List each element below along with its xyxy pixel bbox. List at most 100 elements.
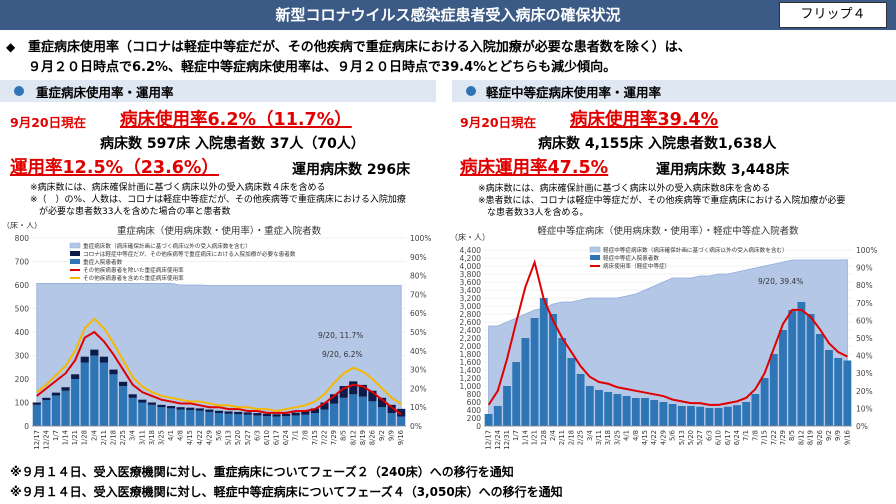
y-tick-label: 4,400 [460, 246, 482, 255]
x-tick-label: 3/4 [129, 430, 137, 441]
y-tick-label: 3,400 [460, 286, 482, 295]
left-section-label: 重症病床使用率・運用率 [36, 85, 174, 100]
x-tick-label: 7/22 [320, 430, 328, 445]
legend-label: コロナは軽症中等症だが、その他疾病等で重症病床における入院加療が必要な患者数 [83, 250, 296, 258]
other-disease-bar [61, 387, 70, 391]
y2-tick-label: 0% [410, 422, 422, 431]
patient-bar [585, 386, 594, 426]
x-tick-label: 4/8 [177, 430, 185, 441]
patient-bar [751, 394, 760, 426]
y2-tick-label: 50% [856, 334, 873, 343]
patient-bar [825, 350, 833, 426]
patient-bar [779, 330, 787, 426]
patient-bar [99, 362, 108, 426]
diamond-bullet-icon: ◆ [6, 40, 16, 54]
patient-bar [138, 402, 147, 426]
x-tick-label: 4/15 [641, 430, 649, 445]
x-tick-label: 2/25 [119, 430, 127, 445]
x-tick-label: 9/16 [397, 430, 405, 445]
mild-bed-chart: 軽症中等症病床（使用病床数・使用率）・軽症中等症入院者数 （床・人） 0200400… [450, 225, 877, 450]
y2-tick-label: 10% [410, 403, 427, 412]
y2-tick-label: 80% [856, 281, 873, 290]
y-tick-label: 4,200 [460, 254, 482, 263]
left-section-band [0, 80, 436, 102]
left-note-1: ※病床数には、病床確保計画に基づく病床以外の受入病床数４床を含める [30, 183, 326, 193]
patient-bar [80, 362, 89, 426]
other-disease-bar [387, 404, 396, 414]
y-tick-label: 2,000 [460, 342, 482, 351]
x-tick-label: 2/18 [567, 430, 575, 445]
patient-bar [195, 410, 204, 426]
patient-bar [157, 407, 166, 426]
x-tick-label: 9/2 [825, 430, 833, 441]
other-disease-bar [99, 356, 108, 363]
legend-label: 重症病床数（病床確保計画に基づく病床以外の受入病床数を含む） [83, 242, 251, 250]
patient-bar [128, 397, 137, 426]
usage-rate-line [36, 330, 402, 416]
y-tick-label: 2,800 [460, 310, 482, 319]
x-tick-label: 7/1 [742, 430, 750, 441]
y2-tick-label: 20% [410, 384, 427, 393]
x-tick-label: 4/15 [186, 430, 194, 445]
patient-bar [677, 406, 686, 426]
chart-annotation: 9/20, 39.4% [758, 277, 803, 286]
other-disease-bar [80, 356, 89, 363]
patient-bar [310, 413, 319, 426]
patient-bar [291, 415, 300, 426]
x-tick-label: 8/12 [349, 430, 357, 445]
x-tick-label: 3/25 [613, 430, 621, 445]
patient-bar [668, 404, 677, 426]
x-tick-label: 9/2 [378, 430, 386, 441]
x-tick-label: 7/29 [330, 430, 338, 445]
patient-bar [539, 298, 548, 426]
y-tick-label: 0 [24, 422, 29, 431]
patient-bar [214, 413, 224, 426]
left-section-dot-icon [14, 86, 24, 96]
patient-bar [503, 386, 511, 426]
patient-bar [595, 390, 603, 426]
x-tick-label: 12/31 [503, 430, 511, 450]
x-tick-label: 2/4 [90, 430, 98, 441]
x-tick-label: 5/27 [696, 430, 704, 445]
y-tick-label: 200 [467, 414, 482, 423]
patient-bar [377, 407, 387, 426]
patient-bar [815, 334, 824, 426]
legend-label: その他疾病患者を除いた重症病床使用率 [83, 266, 184, 274]
x-tick-label: 12/24 [494, 430, 502, 450]
y2-tick-label: 100% [856, 246, 877, 255]
right-section-label: 軽症中等症病床使用率・運用率 [486, 85, 662, 100]
patient-bar [797, 302, 806, 426]
patient-bar [166, 408, 176, 426]
right-usage-rate: 病床使用率39.4% [570, 110, 719, 130]
y-tick-label: 2,200 [460, 334, 482, 343]
patient-bar [834, 358, 843, 426]
other-disease-bar [301, 411, 310, 415]
other-disease-bar [166, 406, 176, 409]
y2-tick-label: 70% [856, 299, 873, 308]
y-tick-label: 1,800 [460, 350, 482, 359]
x-tick-label: 3/11 [138, 430, 146, 445]
y-tick-label: 1,400 [460, 366, 482, 375]
right-section-dot-icon [466, 86, 476, 96]
x-tick-label: 12/17 [33, 430, 41, 450]
patient-bar [234, 414, 243, 426]
other-disease-bar [157, 404, 166, 408]
legend-label: 軽症中等症入院患者数 [603, 254, 659, 262]
severe-bed-chart: 重症病床（使用病床数・使用率）・重症入院者数 （床・人） 0 100 200 300 400… [2, 222, 431, 450]
left-note-2: ※（ ）の%、人数は、コロナは軽症中等症だが、その他疾病等で重症病床における入院… [30, 195, 406, 205]
x-tick-label: 6/10 [715, 430, 723, 445]
x-tick-label: 7/29 [779, 430, 787, 445]
patient-bar [42, 400, 51, 426]
patient-bar [769, 354, 778, 426]
x-tick-label: 9/16 [843, 430, 851, 445]
patient-bar [330, 403, 339, 426]
x-tick-label: 5/6 [215, 430, 223, 441]
x-tick-label: 4/8 [632, 430, 640, 441]
x-tick-label: 1/28 [540, 430, 548, 445]
x-tick-label: 8/26 [368, 430, 376, 445]
patient-bar [714, 408, 723, 426]
x-tick-label: 6/3 [705, 430, 713, 441]
other-disease-bar [368, 390, 377, 402]
x-tick-label: 12/24 [42, 430, 50, 450]
usage-rate-line [487, 258, 848, 406]
